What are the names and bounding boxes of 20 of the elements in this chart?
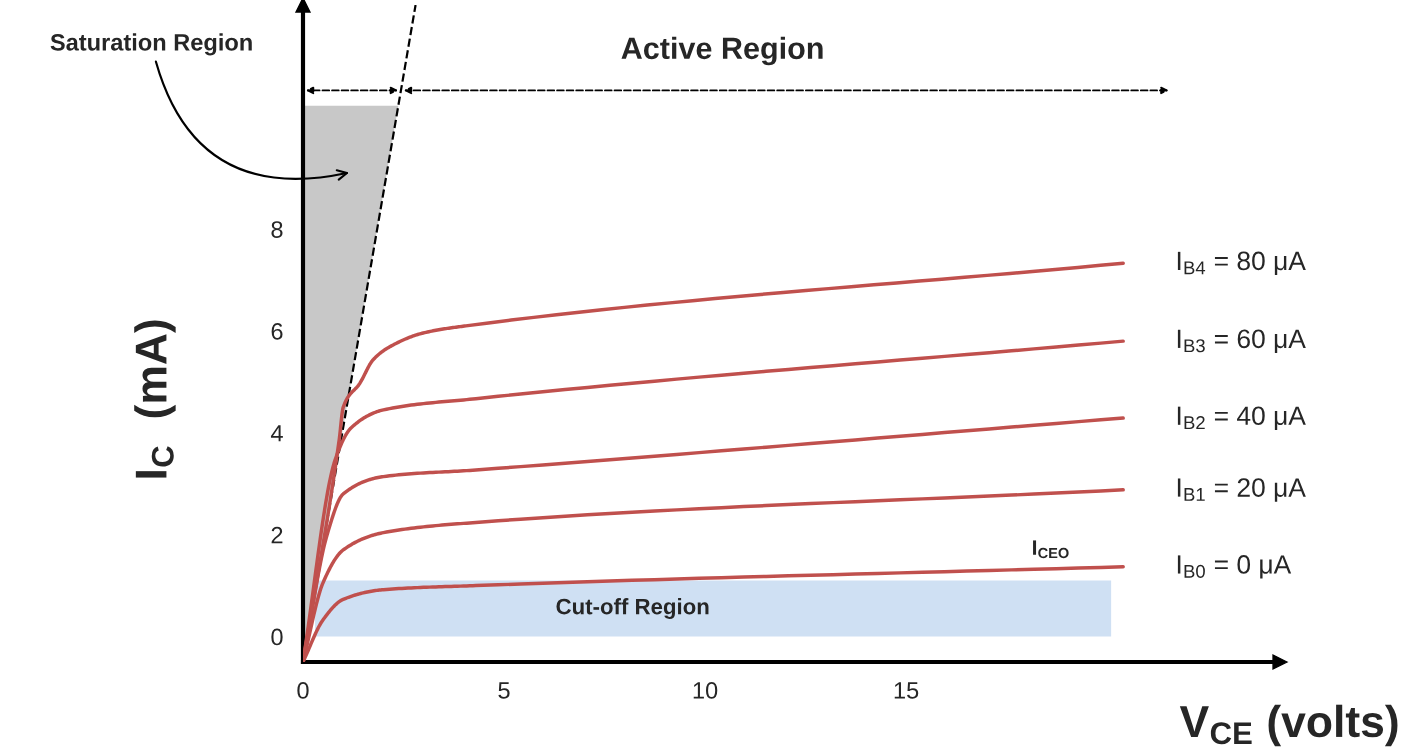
y-tick-label: 8 [271, 221, 283, 238]
x-axis-title: V$_{CE}$ (volts) [1179, 704, 1398, 747]
x-tick-label: 0 [297, 682, 309, 699]
text: I$_{B4}$ = 80 μA [1177, 251, 1306, 276]
x-tick-label: 5 [498, 682, 510, 699]
text: I$_{B3}$ = 60 μA [1177, 329, 1306, 353]
y-tick-label: 0 [271, 628, 283, 646]
x-tick-label: 15 [894, 682, 919, 699]
y-tick-label: 4 [270, 425, 283, 442]
text: I$_{B2}$ = 40 μA [1177, 406, 1306, 430]
y-axis-title: I$_{C}$ (mA) [134, 320, 176, 478]
y-tick-label: 6 [271, 323, 283, 340]
text: I$_{B1}$ = 20 μA [1177, 478, 1306, 502]
y-tick-label: 2 [271, 526, 283, 544]
annotation: I$_{CEO}$ [1033, 540, 1069, 559]
text: Saturation Region [50, 33, 252, 56]
band-label: Cut-off Region [556, 598, 709, 619]
annotation: Active Region [621, 36, 823, 66]
text: I$_{B0}$ = 0 μA [1177, 555, 1292, 579]
x-tick-label: 10 [693, 682, 718, 699]
